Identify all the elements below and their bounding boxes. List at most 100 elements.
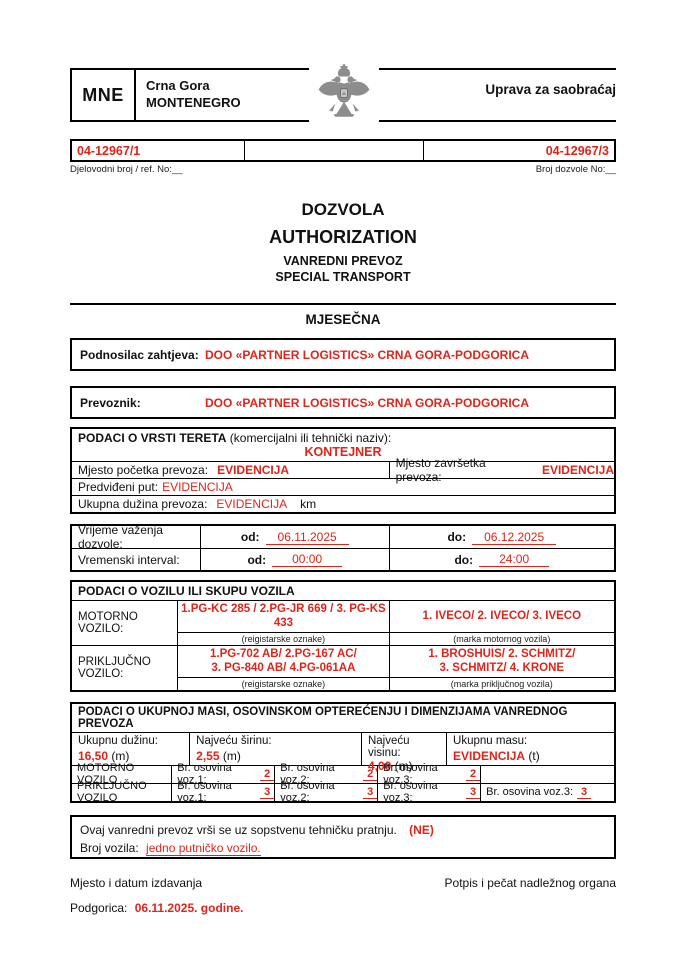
axle-count-label: Br. osovina voz.2: — [280, 780, 335, 804]
vehicle-section-header: PODACI O VOZILU ILI SKUPU VOZILA — [72, 582, 614, 601]
dimensions-row: Ukupnu dužinu: 16,50 (m) Najveću širinu:… — [72, 732, 614, 773]
reference-number-row: 04-12967/1 04-12967/3 — [70, 139, 616, 162]
country-name: Crna Gora MONTENEGRO — [136, 70, 426, 120]
motor-axle-4-cell-empty — [481, 766, 614, 783]
transport-start-value: EVIDENCIJA — [217, 463, 290, 477]
mass-section-header: PODACI O UKUPNOJ MASI, OSOVINSKOM OPTERE… — [72, 704, 614, 733]
max-height-cell: Najveću visinu: 4,00 (m) — [362, 732, 448, 773]
motor-axle-3-value: 2 — [466, 768, 481, 781]
reference-captions: Djelovodni broj / ref. No:__ Broj dozvol… — [70, 164, 616, 175]
motor-vehicle-registration-cell: 1.PG-KC 285 / 2.PG-JR 669 / 3. PG-KS 433… — [178, 601, 390, 645]
cargo-route-endpoints-row: Mjesto početka prevoza: EVIDENCIJA Mjest… — [72, 456, 614, 484]
issue-place: Podgorica: — [70, 900, 128, 915]
trailer-brands-line2: 3. SCHMITZ/ 4. KRONE — [439, 662, 565, 675]
document-header: MNE Crna Gora MONTENEGRO Uprava za saobr… — [70, 63, 616, 130]
cargo-section-header: PODACI O VRSTI TERETA (komercijalni ili … — [72, 429, 614, 445]
transport-distance-cell: Ukupna dužina prevoza: EVIDENCIJA km — [72, 497, 614, 511]
escort-statement-text: Ovaj vanredni prevoz vrši se uz sopstven… — [80, 822, 397, 837]
motor-brand-caption: (marka motornog vozila) — [389, 631, 614, 645]
title-authorization: AUTHORIZATION — [269, 227, 417, 247]
motor-vehicle-brand-cell: 1. IVECO/ 2. IVECO/ 3. IVECO (marka moto… — [389, 601, 614, 645]
planned-route-row: Predviđeni put: EVIDENCIJA — [72, 478, 614, 495]
trailer-brands-line1: 1. BROSHUIS/ 2. SCHMITZ/ — [428, 647, 576, 660]
escort-vehicle-count-value: jedno putničko vozilo. — [146, 841, 261, 857]
interval-to-cell: do: 24:00 — [390, 549, 614, 570]
escort-vehicle-count-label: Broj vozila: — [80, 841, 139, 856]
validity-to-cell: do: 06.12.2025 — [390, 526, 614, 548]
trailer-vehicle-label: PRIKLJUČNO VOZILO: — [72, 645, 179, 690]
issue-place-date-label: Mjesto i datum izdavanja — [70, 875, 203, 890]
signature-row: Mjesto i datum izdavanja Potpis i pečat … — [70, 876, 616, 890]
to-label: do: — [447, 530, 467, 544]
planned-route-cell: Predviđeni put: EVIDENCIJA — [72, 480, 614, 494]
motor-vehicle-brands: 1. IVECO/ 2. IVECO/ 3. IVECO — [422, 610, 582, 623]
escort-statement-line: Ovaj vanredni prevoz vrši se uz sopstven… — [80, 821, 606, 840]
document-titles: DOZVOLA AUTHORIZATION VANREDNI PREVOZ SP… — [70, 200, 616, 284]
trailer-registrations-line1: 1.PG-702 AB/ 2.PG-167 AC/ — [210, 647, 357, 660]
trailer-axle-4-value: 3 — [577, 786, 592, 799]
ref-caption-left: Djelovodni broj / ref. No:__ — [70, 164, 183, 175]
interval-from-value: 00:00 — [272, 552, 343, 567]
from-label: od: — [247, 552, 267, 567]
time-interval-row: Vremenski interval: od: 00:00 do: 24:00 — [72, 548, 614, 570]
registration-caption: (reigistarske oznake) — [178, 676, 389, 690]
carrier-box: Prevoznik: DOO «PARTNER LOGISTICS» CRNA … — [70, 386, 616, 419]
transport-start-cell: Mjesto početka prevoza: EVIDENCIJA — [72, 462, 390, 478]
total-length-cell: Ukupnu dužinu: 16,50 (m) — [72, 732, 191, 765]
motor-axle-2-value: 2 — [363, 768, 378, 781]
total-mass-cell: Ukupnu masu: EVIDENCIJA (t) — [447, 733, 614, 765]
transport-distance-unit: km — [300, 497, 317, 511]
ref-number-middle-empty — [245, 141, 425, 160]
permit-number-right: 04-12967/3 — [545, 143, 609, 158]
cargo-header-title: PODACI O VRSTI TERETA — [78, 431, 227, 445]
applicant-label: Podnosilac zahtjeva: — [80, 347, 199, 362]
country-code: MNE — [72, 70, 136, 120]
time-interval-label: Vremenski interval: — [72, 549, 201, 570]
interval-to-value: 24:00 — [479, 552, 550, 567]
trailer-brand-caption: (marka priključnog vozila) — [389, 676, 614, 690]
axle-count-label: Br. osovina voz.1: — [177, 762, 232, 786]
motor-axle-2-cell: Br. osovina voz.2: 2 — [275, 762, 379, 786]
max-height-unit: (m) — [394, 758, 413, 773]
cargo-section: PODACI O VRSTI TERETA (komercijalni ili … — [70, 427, 616, 514]
carrier-label: Prevoznik: — [80, 395, 141, 410]
ref-caption-right: Broj dozvole No:__ — [535, 164, 616, 175]
cargo-name: KONTEJNER — [304, 445, 382, 459]
validity-from-value: 06.11.2025 — [265, 530, 349, 545]
validity-from-cell: od: 06.11.2025 — [201, 526, 390, 548]
total-length-value: 16,50 — [78, 748, 109, 763]
motor-vehicle-label: MOTORNO VOZILO: — [72, 601, 179, 645]
axle-count-label: Br. osovina voz.2: — [280, 762, 335, 786]
horizontal-divider — [70, 303, 616, 305]
applicant-box: Podnosilac zahtjeva: DOO «PARTNER LOGIST… — [70, 338, 616, 371]
applicant-value: DOO «PARTNER LOGISTICS» CRNA GORA-PODGOR… — [205, 347, 530, 362]
trailer-axles-label: PRIKLJUČNO VOZILO — [72, 780, 173, 804]
trailer-axle-3-cell: Br. osovina voz.3: 3 — [378, 780, 482, 804]
total-length-unit: (m) — [111, 748, 130, 763]
planned-route-label: Predviđeni put: — [78, 480, 159, 494]
country-name-local: Crna Gora — [146, 78, 210, 94]
montenegro-coat-of-arms-icon — [309, 63, 379, 130]
permit-period: MJESEČNA — [305, 312, 381, 327]
trailer-axle-3-value: 3 — [466, 786, 481, 799]
max-width-label: Najveću širinu: — [196, 734, 272, 747]
trailer-registration-cell: 1.PG-702 AB/ 2.PG-167 AC/ 3. PG-840 AB/ … — [178, 645, 390, 690]
signature-stamp-label: Potpis i pečat nadležnog organa — [444, 875, 616, 890]
total-mass-label: Ukupnu masu: — [453, 734, 528, 747]
motor-axles-row: MOTORNO VOZILO Br. osovina voz.1: 2 Br. … — [72, 762, 614, 786]
place-date-line: Podgorica: 06.11.2025. godine. — [70, 901, 616, 915]
max-height-label: Najveću visinu: — [367, 734, 410, 759]
transport-start-label: Mjesto početka prevoza: — [78, 463, 209, 477]
axle-count-label: Br. osovina voz.1: — [177, 780, 232, 804]
subtitle-vanredni-prevoz: VANREDNI PREVOZ — [283, 254, 403, 268]
transport-end-value: EVIDENCIJA — [541, 463, 614, 477]
validity-period-row: Vrijeme važenja dozvole: od: 06.11.2025 … — [72, 523, 614, 551]
subtitle-special-transport: SPECIAL TRANSPORT — [275, 270, 411, 284]
axle-count-label: Br. osovina voz.3: — [383, 762, 438, 786]
trailer-axles-row: PRIKLJUČNO VOZILO Br. osovina voz.1: 3 B… — [72, 780, 614, 804]
cargo-header-note: (komercijalni ili tehnički naziv): — [226, 431, 392, 445]
escort-statement-value: (NE) — [409, 822, 434, 837]
transport-distance-row: Ukupna dužina prevoza: EVIDENCIJA km — [72, 495, 614, 512]
country-name-english: MONTENEGRO — [146, 95, 241, 110]
motor-axle-3-cell: Br. osovina voz.3: 2 — [378, 762, 482, 786]
